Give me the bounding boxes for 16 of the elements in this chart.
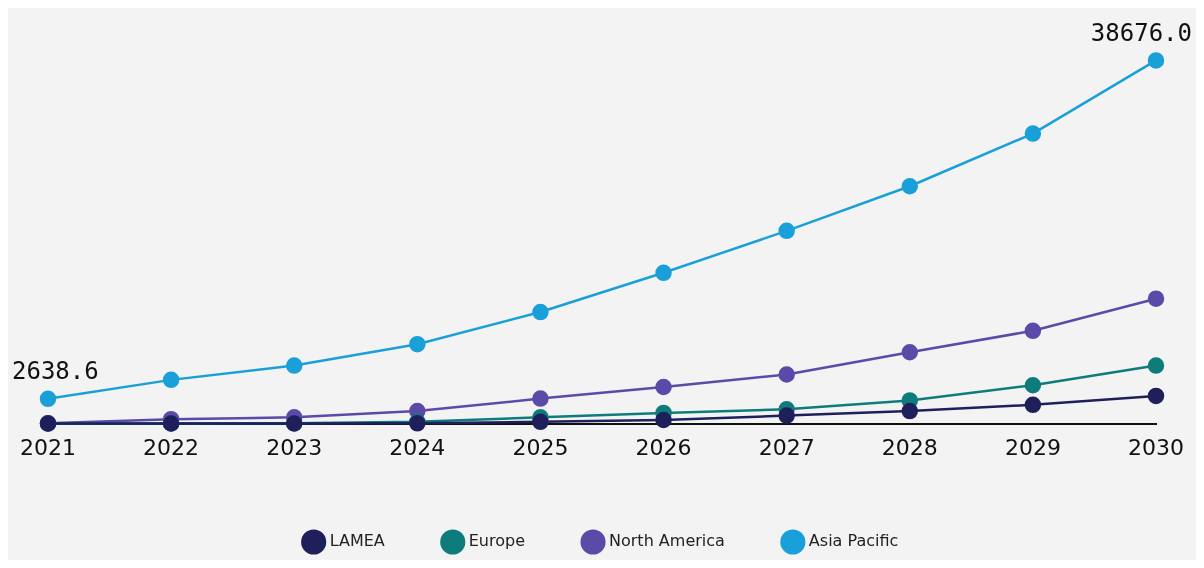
- data-label: 2638.6: [12, 357, 99, 386]
- legend-label: Europe: [468, 531, 526, 551]
- x-tick-label: 2028: [881, 434, 938, 460]
- x-tick-label: 2021: [19, 434, 76, 460]
- x-tick-label: 2022: [143, 434, 200, 460]
- x-tick-label: 2026: [635, 434, 692, 460]
- x-tick-label: 2029: [1004, 434, 1061, 460]
- x-tick-label: 2025: [512, 434, 569, 460]
- legend-label: LAMEA: [329, 531, 385, 551]
- legend-label: North America: [609, 531, 725, 551]
- x-tick-label: 2027: [758, 434, 815, 460]
- x-tick-label: 2023: [266, 434, 323, 460]
- x-tick-label: 2030: [1128, 434, 1185, 460]
- data-label: 38676.0: [1090, 18, 1193, 47]
- legend-label: Asia Pacific: [808, 531, 899, 551]
- x-tick-label: 2024: [389, 434, 446, 460]
